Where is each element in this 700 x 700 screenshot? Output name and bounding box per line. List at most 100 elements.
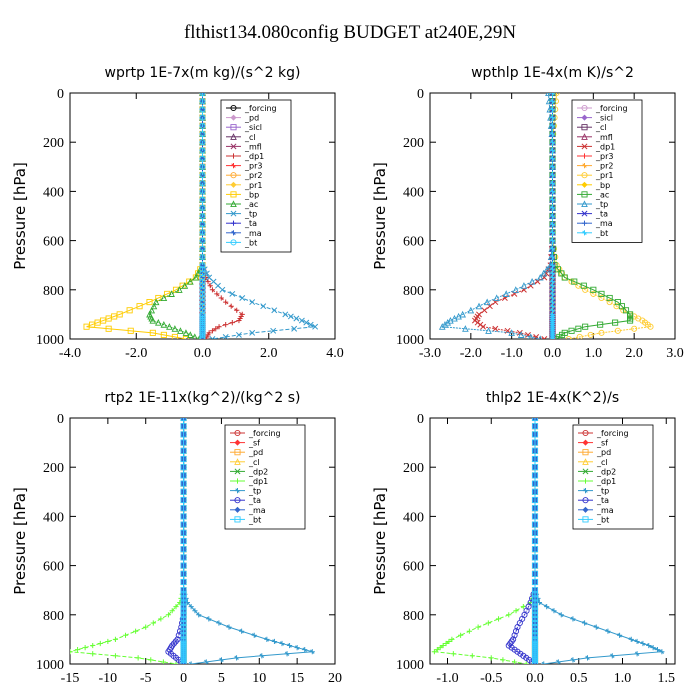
data-point [199,221,206,228]
series-dp1 [431,418,538,664]
data-point [126,307,133,314]
legend-entry: _forcing [226,104,277,113]
data-point [549,229,556,235]
data-point [459,310,466,318]
legend-marker [582,449,589,456]
legend-label: _bp [244,190,259,199]
x-tick-label: -5 [140,671,152,686]
legend-label: _dp1 [244,152,264,161]
data-point [180,521,187,528]
legend-marker [582,439,589,446]
data-point [582,286,589,293]
data-point [541,661,547,664]
data-point [249,329,256,336]
legend-label: _tp [248,487,261,496]
legend-label: _bt [248,515,261,524]
data-point [293,315,300,322]
data-point [199,315,206,322]
y-tick-label: 400 [43,185,64,200]
y-tick-label: 0 [57,87,64,102]
legend-marker [581,172,588,179]
data-point [441,321,449,328]
data-point [481,307,488,314]
legend-label: _tp [244,210,257,219]
data-point [650,645,656,651]
series-bt [180,418,187,664]
x-tick-label: 15 [290,671,304,686]
legend-marker [581,191,588,198]
x-tick-label: 10 [252,671,266,686]
legend-entry: _bt [577,229,608,238]
legend-label: _pd [244,114,259,123]
legend-label: _ta [244,219,257,228]
data-point [282,311,289,318]
data-point [545,93,552,97]
data-point [180,615,187,622]
data-point [458,632,464,638]
legend-entry: _sicl [226,123,262,132]
data-point [568,327,575,334]
data-point [209,336,216,339]
legend-entry: _bt [578,515,609,524]
data-point [531,423,539,430]
data-point [520,282,528,289]
data-point [627,317,634,324]
data-point [444,318,452,326]
panel-title: wpthlp 1E-4x(m K)/s^2 [471,65,634,81]
data-point [455,312,462,320]
data-point [286,642,293,649]
data-point [199,188,206,195]
data-point [614,327,621,334]
x-tick-label: 0 [180,671,187,686]
legend-label: _cl [248,458,260,467]
data-point [218,657,225,663]
legend-entry: _dp1 [226,152,264,161]
data-point [312,323,319,330]
data-point [309,649,315,655]
data-point [549,131,556,137]
y-tick-label: 800 [43,609,64,624]
data-point [549,98,556,104]
legend-label: _dp2 [248,467,268,476]
legend-marker [582,497,589,504]
data-point [209,287,216,293]
legend-label: _pd [596,448,611,457]
data-point [264,636,270,642]
data-point [199,294,206,302]
data-point [571,278,578,285]
legend-marker [230,220,237,226]
y-tick-label: 800 [43,284,64,299]
x-tick-label: 4.0 [326,346,344,361]
legend-marker [581,104,588,112]
data-point [148,657,154,663]
legend-marker [581,220,588,226]
legend-entry: _sf [578,439,608,448]
data-point [199,139,206,146]
legend-marker [581,114,588,121]
data-point [175,286,183,293]
data-point [523,661,529,664]
y-tick-label: 200 [43,136,64,151]
data-point [199,321,206,328]
data-point [160,659,166,664]
x-tick-label: 20 [328,671,342,686]
data-point [551,608,557,614]
data-point [590,290,597,297]
legend-label: _dp1 [248,477,268,486]
data-point [450,651,456,657]
data-point [531,632,539,639]
legend-entry: _dp1 [577,142,615,151]
data-point [160,331,167,338]
legend-marker [230,230,237,236]
x-tick-label: 2.0 [625,346,643,361]
data-point [512,628,520,635]
y-tick-label: 600 [43,560,64,575]
data-point [493,294,501,302]
data-point [520,604,526,610]
data-point [187,331,194,338]
legend-marker [234,497,241,504]
data-point [206,616,212,622]
data-point [492,325,499,332]
legend-label: _forcing [596,429,629,438]
legend-entry: _forcing [577,104,628,113]
